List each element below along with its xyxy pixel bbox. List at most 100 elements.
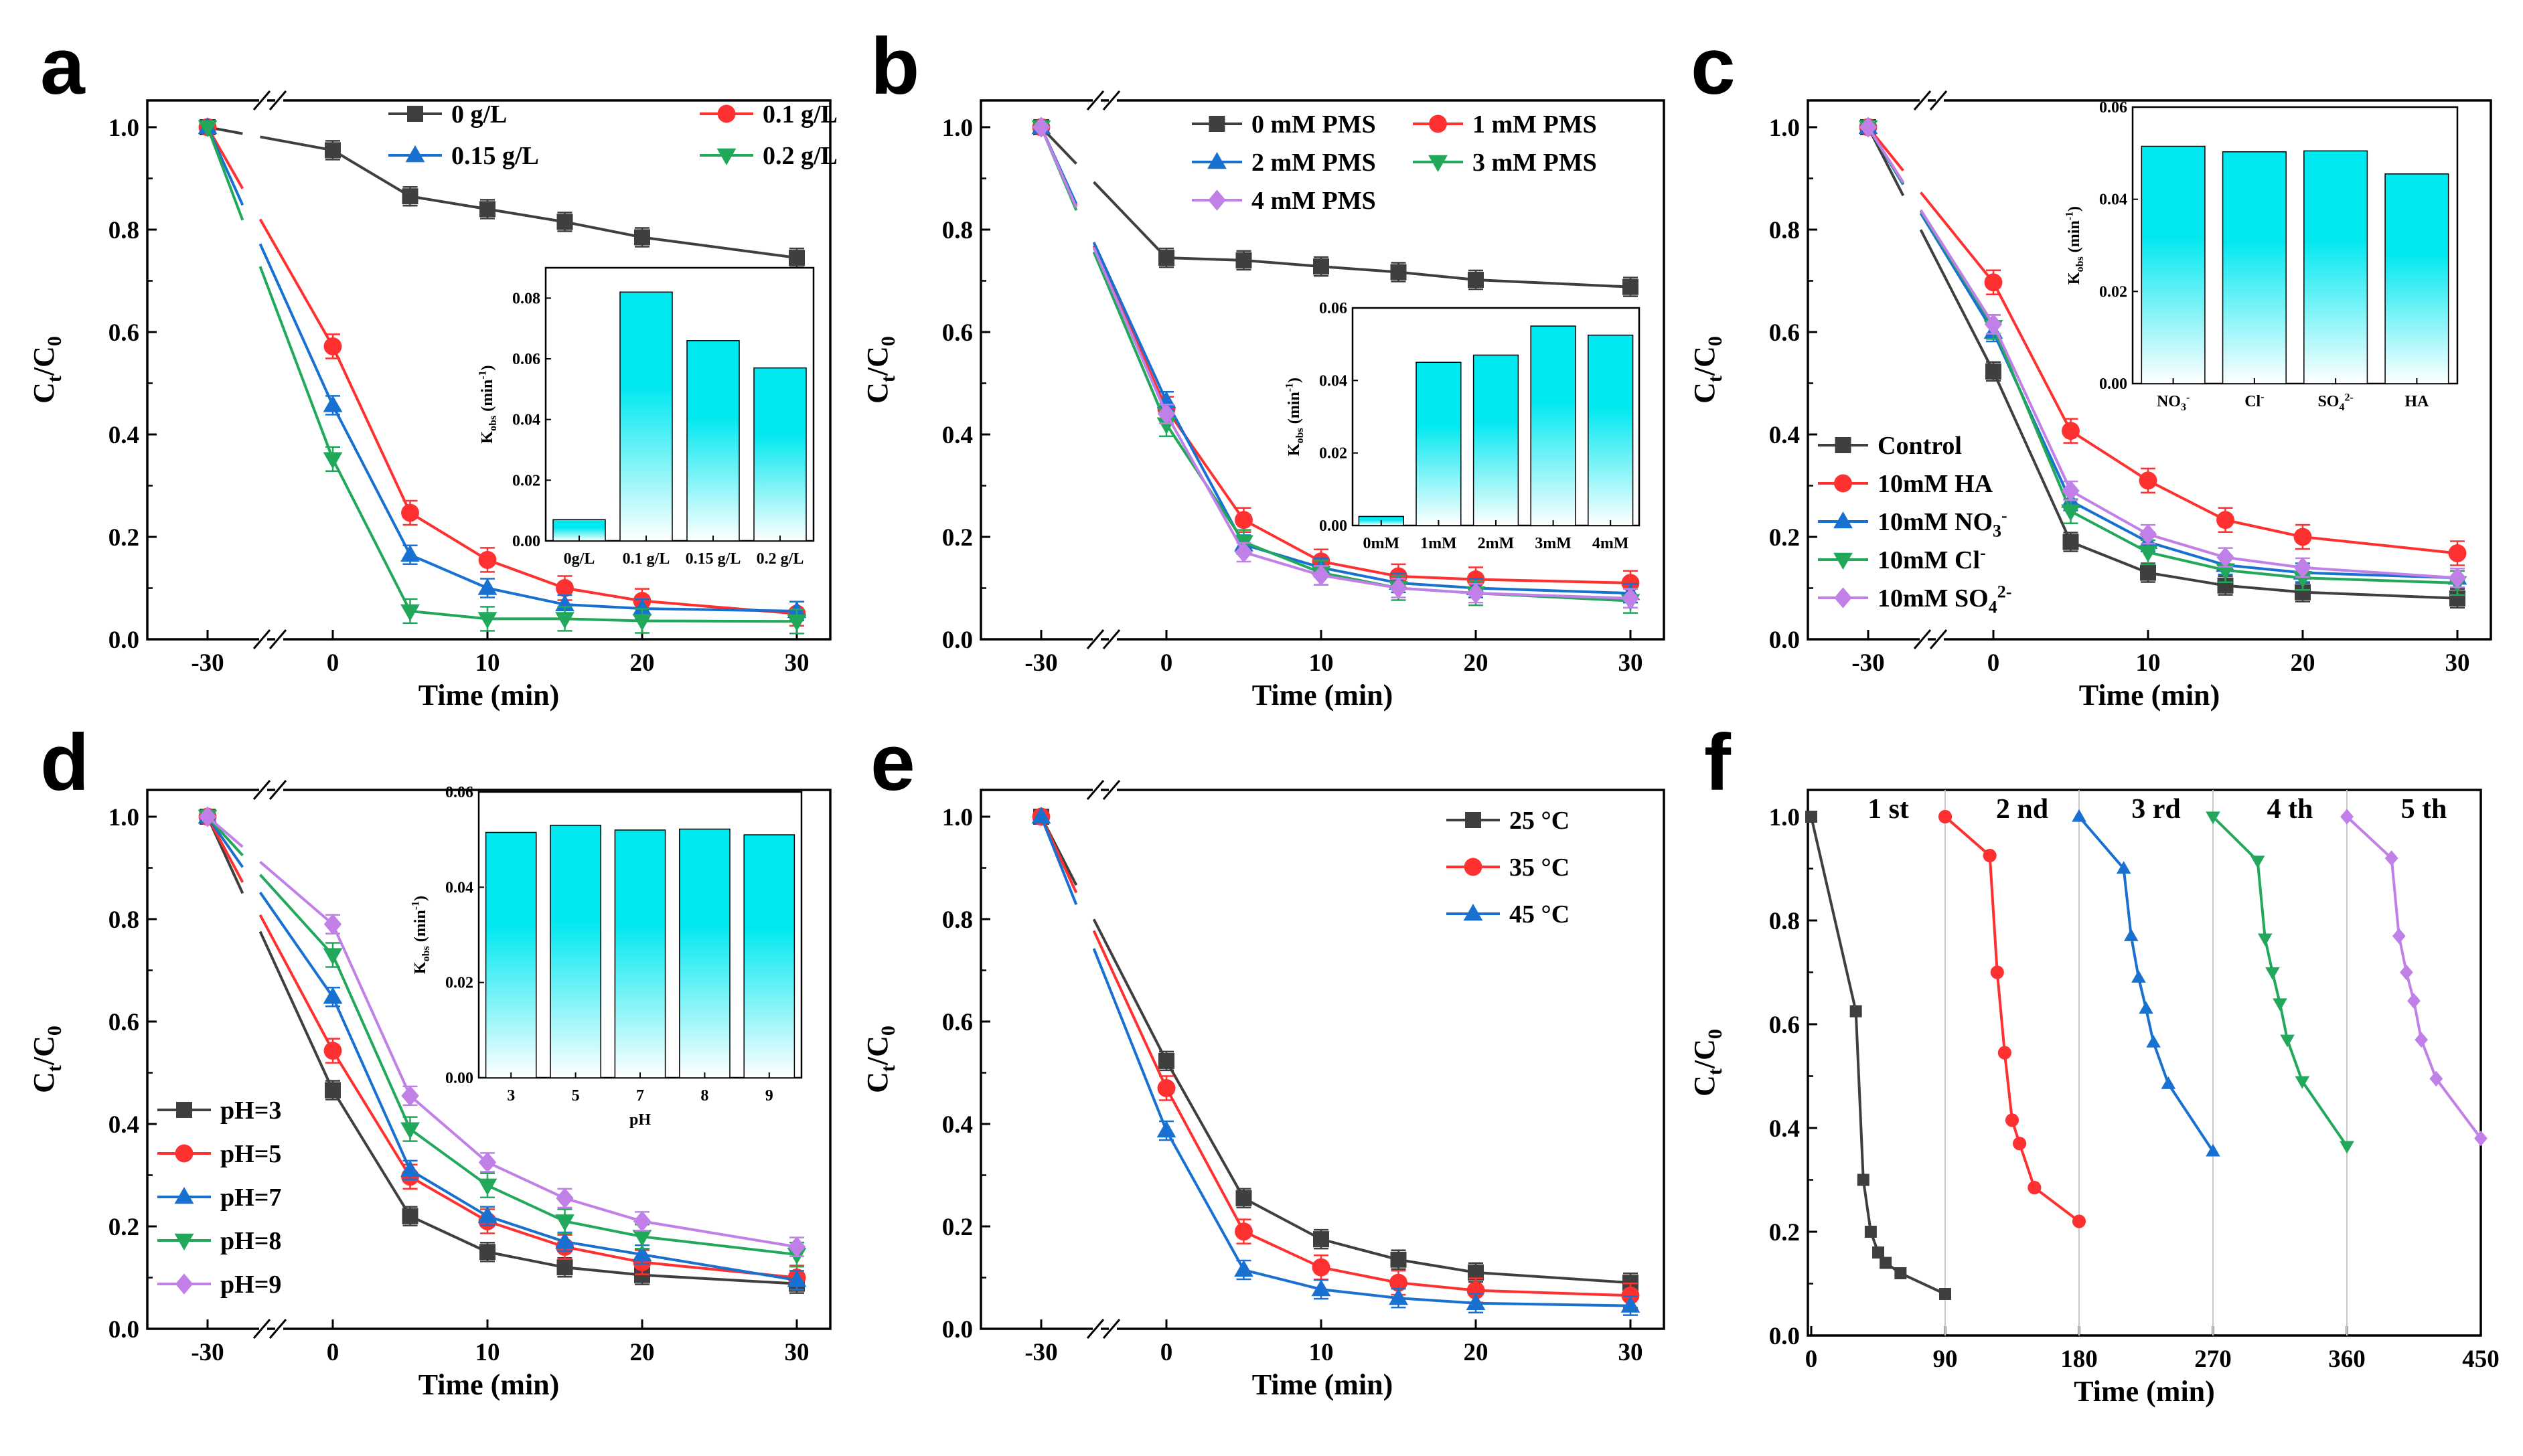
panel-c-legend-marker: [1835, 437, 1851, 453]
panel-b-series-4-point: [1312, 564, 1330, 586]
panel-b-legend-label: 2 mM PMS: [1251, 149, 1376, 177]
panel-e-xtick-label: 30: [1618, 1339, 1643, 1366]
panel-d-series-4-segment: [409, 1095, 489, 1163]
panel-e-ytick-label: 0.6: [942, 1009, 973, 1036]
panel-f: f 0.0 0.2 0.4 0.6 0.8 1.0 0 90 180 270 360 450 1 st 2 …: [1688, 718, 2500, 1408]
panel-f-series-3: [2206, 811, 2354, 1154]
panel-a-ylabel: Ct/C0: [27, 336, 66, 404]
panel-d-series-4-segment: [259, 860, 334, 926]
panel-c-inset-bar: [2222, 151, 2287, 384]
panel-a-xtick-label: 30: [785, 649, 810, 677]
panel-c-series-1-segment: [2225, 518, 2303, 538]
panel-b-legend-marker: [1209, 116, 1225, 132]
panel-e-series-2: [1031, 807, 1640, 1316]
panel-f-xtick-label: 270: [2194, 1346, 2232, 1373]
panel-a-xtick-label: 0: [327, 649, 339, 677]
panel-f-series-3-point: [2250, 856, 2265, 869]
panel-e-series-0-point: [1313, 1231, 1329, 1248]
panel-e-series-1-point: [1312, 1258, 1330, 1277]
panel-c-series-1-segment: [2147, 479, 2226, 521]
panel-f-series-3-point: [2340, 1141, 2354, 1154]
panel-d-xlabel: Time (min): [418, 1368, 560, 1401]
panel-c-series-2-segment: [2070, 499, 2149, 544]
panel-a-legend-marker: [405, 145, 425, 163]
panel-f-series-1-point: [1997, 1046, 2011, 1060]
panel-a-series-3-segment: [331, 458, 412, 612]
panel-d-series-4-point: [556, 1188, 574, 1209]
panel-b-inset-bar: [1472, 354, 1519, 526]
panel-d-legend-marker: [175, 1144, 194, 1163]
panel-d-ytick-label: 0.6: [108, 1009, 139, 1036]
panel-d-xtick-label: 10: [475, 1339, 500, 1366]
panel-c-inset-ytick-label: 0.02: [2099, 283, 2127, 301]
panel-a-series-1-segment: [487, 558, 566, 590]
panel-b-inset-bar: [1416, 361, 1462, 526]
panel-c-series-1-point: [2293, 528, 2312, 546]
panel-a-series-0-segment: [260, 135, 333, 152]
panel-d-series-0-segment: [409, 1214, 488, 1254]
panel-b-ytick-label: 0.4: [942, 422, 973, 449]
panel-e-axis-break-gap: [1093, 781, 1101, 799]
panel-a-xlabel: Time (min): [418, 679, 560, 712]
panel-e: e 0.0 0.2 0.4 0.6 0.8 1.0 -30 0 10 20 30 Time (min) C…: [861, 718, 1665, 1401]
panel-e-legend: 25 °C 35 °C 45 °C: [1446, 807, 1570, 928]
panel-b: b 0.0 0.2 0.4 0.6 0.8 1.0 -30 0 10 20 30 Time (min) C…: [861, 21, 1665, 712]
panel-d-series-4-point: [633, 1210, 652, 1232]
panel-f-series-1-point: [1990, 965, 2004, 979]
panel-e-series-2-segment: [1320, 1288, 1399, 1300]
panel-c-series-3-point: [2293, 571, 2313, 588]
panel-e-series-2-point: [1031, 807, 1051, 824]
panel-c-label: c: [1691, 21, 1736, 111]
panel-d-inset-xtick-label: 7: [636, 1087, 644, 1105]
panel-d-legend-marker: [174, 1187, 194, 1204]
panel-c-legend-label: 10mM HA: [1878, 470, 1993, 498]
panel-b-legend: 0 mM PMS 1 mM PMS 2 mM PMS 3 mM PMS 4 mM PMS: [1192, 110, 1597, 215]
panel-f-series-1-point: [2005, 1113, 2019, 1127]
panel-c-legend-label: Control: [1878, 432, 1962, 460]
panel-d-series-2-point: [555, 1231, 575, 1249]
panel-c-series-2-segment: [1919, 212, 1995, 333]
panel-d: d 0.0 0.2 0.4 0.6 0.8 1.0 -30 0 10 20 30 Time (min) C…: [27, 718, 832, 1401]
panel-f-ytick-label: 0.8: [1769, 908, 1800, 935]
panel-b-inset-xtick-label: 2mM: [1478, 535, 1515, 552]
panel-b-inset-ytick-label: 0.06: [1319, 300, 1347, 317]
panel-c-series-3-point: [2061, 504, 2080, 521]
panel-a-inset-bar: [619, 291, 673, 542]
panel-a-frame: [146, 99, 832, 641]
panel-d-inset-ylabel: Kobs (min-1): [410, 896, 432, 974]
panel-c-series-1-point: [1984, 273, 2003, 292]
panel-c-legend-marker: [1833, 552, 1853, 570]
panel-a-legend: 0 g/L 0.1 g/L 0.15 g/L 0.2 g/L: [388, 100, 838, 170]
panel-c-inset-bar: [2384, 173, 2449, 384]
panel-d-series-2-segment: [641, 1253, 797, 1282]
panel-a-label: a: [40, 21, 86, 111]
panel-f-series-4-point: [2399, 964, 2413, 981]
panel-b-series-4-point: [1621, 588, 1640, 609]
panel-c-legend: Control 10mM HA 10mM NO3-10mM Cl- 10mM SO42…: [1818, 432, 2011, 617]
panel-c-series-2-segment: [2225, 564, 2303, 574]
panel-b-axis-break-gap: [1109, 630, 1117, 649]
panel-b-series-1-point: [1235, 511, 1253, 530]
panel-f-series-0-point: [1880, 1257, 1892, 1269]
panel-c-series-4-segment: [2302, 566, 2458, 580]
panel-f-series-0-point: [1939, 1288, 1951, 1300]
panel-b-series-0-point: [1313, 258, 1329, 275]
panel-b-inset: 0.00 0.02 0.04 0.06 0mM 1mM 2mM 3mM 4mM Kobs (min…: [1284, 300, 1640, 552]
panel-d-series-3-point: [632, 1230, 652, 1247]
panel-f-series-3-point: [2257, 933, 2273, 947]
panel-b-xtick-label: 20: [1464, 649, 1488, 677]
panel-f-series-3-segment: [2212, 815, 2259, 862]
panel-a-axis-break-mark: [269, 90, 287, 110]
panel-c-ytick-label: 0.4: [1769, 422, 1800, 449]
panel-f-series-1-point: [2028, 1181, 2042, 1195]
panel-f-series-4-segment: [2413, 1000, 2423, 1040]
panel-c-series-1-point: [2216, 511, 2234, 530]
panel-c-axis-break-gap: [1920, 630, 1928, 649]
panel-c-ytick-label: 0.2: [1769, 524, 1800, 552]
panel-b-series-4-segment: [1398, 586, 1476, 595]
panel-b-xtick-label: -30: [1024, 649, 1057, 677]
panel-f-ylabel: Ct/C0: [1688, 1029, 1726, 1097]
panel-a-ytick-label: 1.0: [108, 114, 139, 142]
panel-d-series-2-segment: [331, 996, 412, 1171]
panel-a-series-2-point: [477, 578, 498, 595]
